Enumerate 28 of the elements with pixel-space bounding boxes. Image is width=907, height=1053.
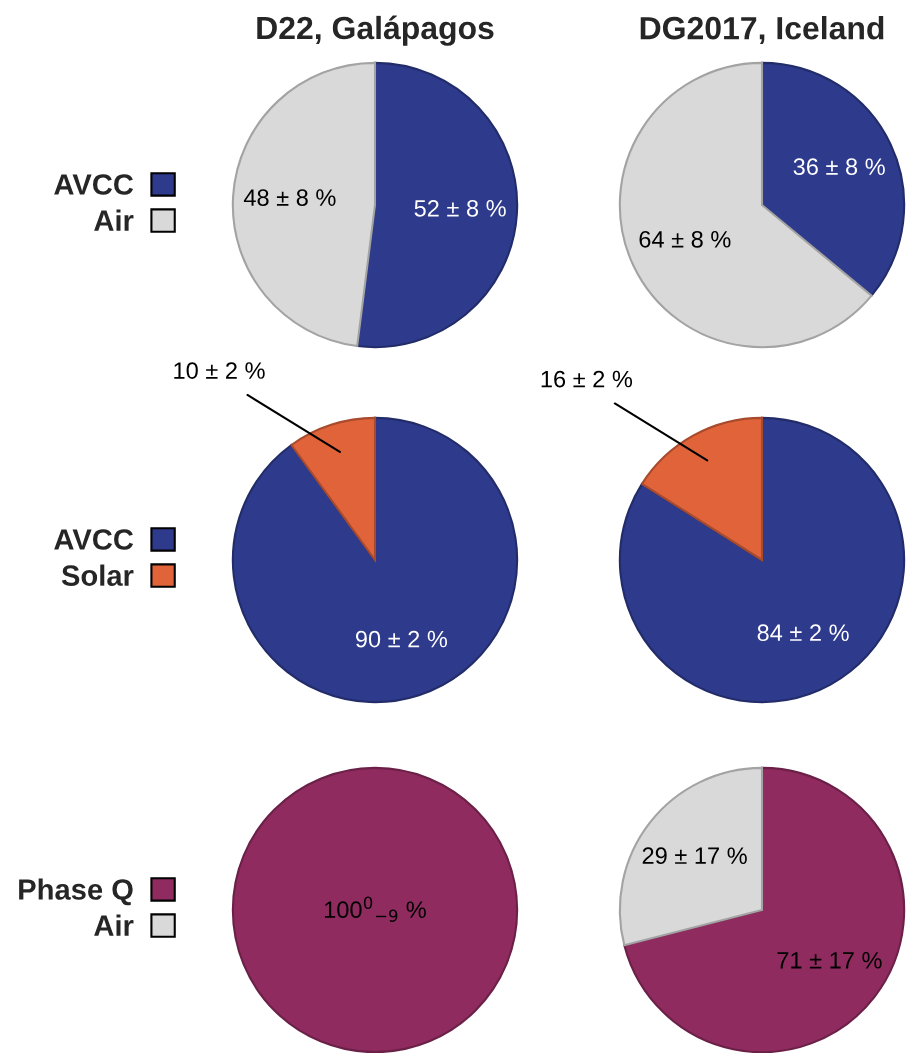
data-label: 36 ± 8 % — [793, 158, 885, 176]
legend-label: Solar — [61, 564, 134, 586]
data-label: 90 ± 2 % — [355, 630, 448, 648]
data-label: 29 ± 17 % — [642, 847, 747, 865]
pie-slice — [356, 61, 519, 349]
data-label: 84 ± 2 % — [757, 624, 849, 642]
data-label: 52 ± 8 % — [414, 199, 506, 217]
chart-title: DG2017, Iceland — [640, 16, 884, 45]
data-label: 10 ± 2 % — [174, 362, 265, 379]
data-label: 100$^{0}$$_{−9}$ % — [324, 896, 426, 922]
data-label: 64 ± 8 % — [639, 230, 731, 248]
pie-slice — [618, 766, 764, 947]
chart-title: D22, Galápagos — [257, 15, 494, 46]
data-label: 71 ± 17 % — [777, 952, 882, 969]
pie-slice — [290, 416, 377, 562]
legend-label: Air — [94, 209, 134, 231]
pie-slice — [618, 416, 906, 704]
data-label: 48 ± 8 % — [243, 189, 336, 206]
pie-slice — [640, 416, 764, 562]
pie-slice — [623, 766, 906, 1053]
slice-label: AVCC — [54, 529, 134, 550]
pie-slice — [760, 61, 906, 297]
legend-label: Phase Q — [19, 878, 133, 906]
pie-slice — [231, 416, 519, 704]
legend-label: AVCC — [54, 174, 134, 195]
data-label: 16 ± 2 % — [541, 370, 633, 388]
legend-label: Air — [94, 914, 134, 936]
pie-slice — [231, 61, 377, 348]
